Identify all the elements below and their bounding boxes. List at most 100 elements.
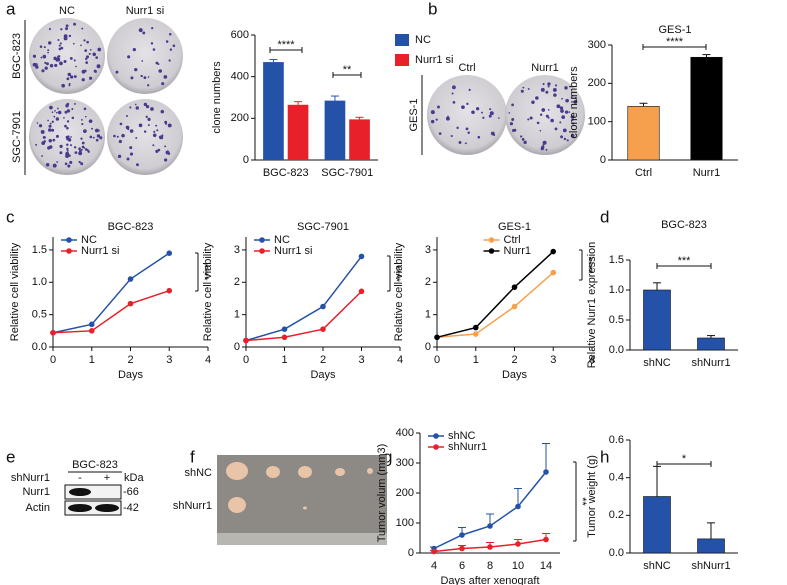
y-tick-label: 0	[600, 154, 606, 166]
colony	[73, 75, 77, 79]
y-tick-label: 1.0	[609, 284, 624, 296]
colony	[67, 135, 70, 138]
legend-label: NC	[415, 34, 431, 46]
colony	[43, 46, 46, 49]
colony	[80, 162, 84, 166]
marker	[487, 523, 493, 529]
panel-label: b	[428, 0, 437, 18]
colony	[119, 122, 123, 126]
colony	[95, 56, 99, 59]
colony	[80, 137, 83, 140]
band-label: Actin	[26, 502, 50, 514]
colony	[430, 119, 435, 124]
colony	[57, 55, 60, 58]
colony	[564, 86, 568, 90]
colony	[88, 119, 93, 124]
x-tick-label: 1	[89, 354, 95, 366]
y-tick-label: 200	[396, 487, 414, 499]
y-tick-label: 100	[588, 116, 606, 128]
colony	[554, 127, 558, 131]
colony	[69, 56, 73, 60]
colony	[430, 110, 435, 115]
colony	[44, 61, 47, 65]
colony	[56, 57, 61, 62]
colony	[143, 76, 147, 80]
colony	[81, 78, 85, 82]
colony	[51, 120, 54, 123]
marker	[550, 269, 557, 276]
colony	[438, 132, 442, 135]
colony	[158, 69, 163, 73]
colony	[562, 128, 567, 133]
colony	[97, 129, 100, 132]
colony	[147, 84, 150, 87]
x-tick-label: 4	[205, 354, 211, 366]
colony	[87, 150, 90, 153]
colony	[145, 115, 148, 118]
colony	[66, 77, 70, 81]
colony	[81, 122, 84, 126]
colony	[58, 47, 62, 51]
colony	[42, 54, 47, 59]
column-label: Ctrl	[458, 62, 475, 74]
marker	[515, 503, 521, 510]
colony	[150, 42, 154, 45]
marker	[281, 334, 288, 341]
y-axis-label: Relative cell viability	[9, 242, 21, 341]
colony	[85, 57, 88, 61]
colony	[466, 102, 469, 106]
colony	[560, 109, 564, 113]
colony	[573, 99, 578, 104]
colony	[113, 134, 116, 138]
line	[436, 272, 554, 339]
colony	[59, 61, 63, 66]
colony	[66, 149, 69, 152]
colony	[89, 76, 93, 80]
colony	[56, 107, 59, 110]
colony	[47, 49, 50, 52]
colony	[160, 109, 165, 114]
colony	[67, 164, 71, 168]
marker	[459, 545, 465, 552]
colony	[117, 154, 122, 159]
colony	[141, 60, 144, 62]
line	[245, 255, 363, 342]
colony	[36, 122, 39, 124]
colony	[545, 114, 549, 118]
marker-label: -42	[123, 502, 139, 514]
colony	[54, 110, 56, 112]
colony	[481, 111, 483, 114]
marker	[472, 331, 479, 337]
x-tick-label: 6	[459, 560, 465, 572]
marker	[543, 469, 549, 475]
plate-photos	[29, 18, 585, 175]
colony	[95, 138, 99, 142]
colony	[542, 82, 545, 86]
marker	[472, 324, 479, 331]
colony	[59, 151, 63, 155]
significance-label: ***	[678, 255, 692, 267]
marker	[320, 303, 326, 310]
y-tick-label: 400	[231, 71, 249, 83]
colony	[541, 108, 546, 112]
line	[436, 251, 554, 339]
legend-marker	[66, 237, 72, 243]
row-label: SGC-7901	[11, 111, 23, 163]
line	[52, 289, 170, 334]
colony	[80, 44, 82, 47]
colony	[78, 147, 81, 151]
lane-label: -	[78, 472, 82, 484]
blot-band	[95, 504, 119, 512]
colony	[159, 135, 164, 140]
colony	[48, 128, 52, 132]
legend-label: Nurr1 si	[81, 245, 120, 257]
colony	[465, 127, 469, 131]
colony	[58, 44, 61, 47]
colony	[151, 27, 154, 30]
colony	[48, 27, 52, 31]
colony	[498, 117, 500, 119]
colony	[542, 140, 547, 145]
colony	[547, 85, 550, 88]
colony	[523, 140, 527, 145]
chart-title: GES-1	[658, 24, 691, 36]
